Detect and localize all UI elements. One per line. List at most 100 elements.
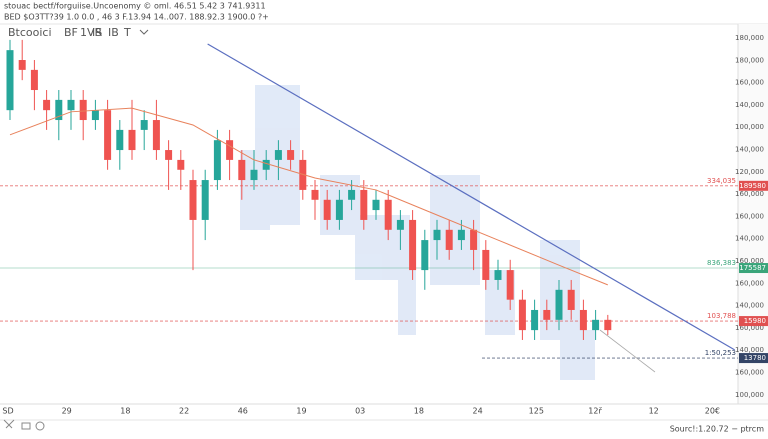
price-tag-label: 175587 (739, 264, 766, 272)
candle-body (543, 309, 551, 320)
candle-body (604, 319, 612, 331)
candle-body (79, 99, 87, 121)
candle-body (311, 189, 319, 200)
y-axis-label: 140,000 (735, 146, 764, 154)
candle-body (287, 150, 295, 160)
x-axis-label: 20€ (705, 407, 720, 416)
icon[interactable] (3, 419, 15, 429)
projection (599, 329, 656, 373)
y-axis-label: 100,000 (735, 123, 764, 131)
x-axis-label: 12ř (588, 407, 602, 416)
candle-body (335, 199, 343, 220)
toolbar-button[interactable]: IS (92, 26, 102, 39)
candle-body (360, 189, 368, 220)
candle-body (494, 270, 502, 280)
y-axis-label: 160,000 (735, 324, 764, 332)
candle-body (348, 189, 356, 200)
y-axis-label: 140,000 (735, 101, 764, 109)
candle-body (213, 140, 221, 181)
candle-body (482, 249, 490, 280)
y-axis-label: 100,000 (735, 391, 764, 399)
icon[interactable] (35, 421, 45, 431)
candle-body (470, 229, 478, 250)
candle-body (128, 129, 136, 151)
candle-body (433, 229, 441, 241)
level-label: 836,383 (707, 259, 736, 267)
candle-body (165, 150, 173, 160)
x-axis-label: 03 (355, 407, 365, 416)
toolbar-button[interactable]: Btcooici (8, 26, 52, 39)
candle-body (445, 229, 453, 250)
candle-body (457, 229, 465, 241)
candle-body (518, 299, 526, 331)
y-axis-label: 180,000 (735, 34, 764, 42)
price-tag-label: 15980 (744, 317, 766, 325)
price-tag (739, 180, 768, 191)
price-tag-label: 13780 (744, 354, 766, 362)
moving-average (9, 107, 608, 286)
dropdown-icon[interactable] (139, 29, 149, 35)
candle-body (579, 309, 587, 331)
candle-body (323, 199, 331, 220)
x-axis-label: 18 (120, 407, 130, 416)
toolbar-button[interactable]: BF (64, 26, 78, 39)
y-axis-label: 160,000 (735, 257, 764, 265)
y-axis-label: 140,000 (735, 235, 764, 243)
candle-body (104, 110, 112, 160)
candle-body (55, 99, 63, 121)
y-axis-label: 180,000 (735, 56, 764, 64)
candle-body (372, 199, 380, 211)
price-tag-label: 189580 (739, 182, 766, 190)
price-tag (739, 353, 768, 364)
trendline (207, 43, 735, 351)
candle-body (201, 180, 209, 220)
y-axis-label: 160,000 (735, 369, 764, 377)
footer: Sourc!:1.20.72 − ptrcm (670, 425, 765, 434)
y-axis-label: 160,000 (735, 79, 764, 87)
level-label: 1:50,253 (705, 349, 736, 357)
candle-body (30, 69, 38, 91)
candle-body (531, 309, 539, 331)
level-label: 103,788 (707, 312, 736, 320)
candle-body (91, 110, 99, 121)
candle-body (421, 240, 429, 271)
price-axis (738, 24, 768, 404)
candle-body (152, 120, 160, 151)
x-axis-label: 29 (62, 407, 72, 416)
candle-body (43, 99, 51, 111)
x-axis-label: 24 (473, 407, 483, 416)
header-line: BED $O3TT?39 1.0 0.0 , 46 3 F.13.94 14..… (4, 13, 269, 22)
header-line: stouac bectf/forguiise.Uncoenomy © oml. … (4, 2, 266, 11)
candle-body (250, 169, 258, 181)
toolbar-button[interactable]: T (123, 26, 131, 39)
candle-body (116, 129, 124, 151)
x-axis-label: 125 (529, 407, 544, 416)
x-axis-label: 18 (414, 407, 424, 416)
candle-body (177, 159, 185, 170)
candle-body (140, 120, 148, 130)
candle-body (592, 319, 600, 331)
candle-body (18, 60, 26, 70)
x-axis-label: SD (2, 407, 13, 416)
x-axis-label: 19 (296, 407, 306, 416)
candle-body (238, 159, 246, 181)
y-axis-label: 140,000 (735, 346, 764, 354)
candle-body (384, 199, 392, 230)
candle-body (274, 150, 282, 160)
candle-body (226, 140, 234, 160)
x-axis-label: 22 (179, 407, 189, 416)
candle-body (299, 159, 307, 190)
x-axis-label: 12 (649, 407, 659, 416)
candle-body (67, 99, 75, 111)
toolbar-button[interactable]: IB (108, 26, 119, 39)
icon[interactable] (21, 422, 31, 430)
candle-body (189, 180, 197, 220)
price-tag (739, 263, 768, 274)
candle-body (396, 219, 404, 230)
toolbar-button[interactable]: 1VR (80, 26, 103, 39)
candle-body (262, 159, 270, 170)
y-axis-label: 140,000 (735, 302, 764, 310)
y-axis-label: 160,000 (735, 212, 764, 220)
y-axis-label: 160,000 (735, 279, 764, 287)
